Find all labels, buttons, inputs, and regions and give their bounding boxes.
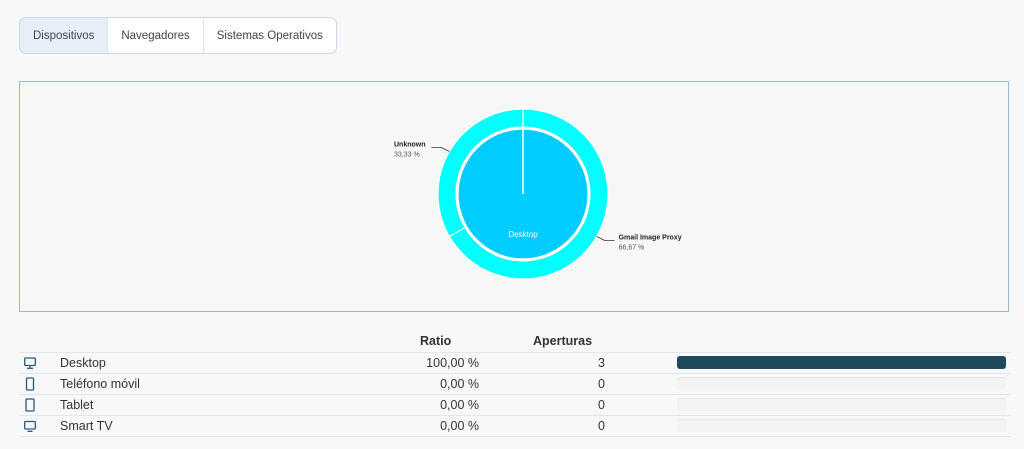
device-ratio: 100,00 % xyxy=(426,356,479,370)
device-name: Desktop xyxy=(60,356,106,370)
device-opens: 0 xyxy=(598,377,605,391)
sunburst-chart: Desktop Gmail Image Proxy 66,67 % Unknown 33… xyxy=(394,108,682,280)
device-ratio: 0,00 % xyxy=(440,398,479,412)
ratio-bar xyxy=(677,377,1006,390)
tablet-icon xyxy=(25,398,35,412)
slice-unknown xyxy=(437,108,524,238)
device-tabs: Dispositivos Navegadores Sistemas Operat… xyxy=(19,17,337,54)
device-name: Smart TV xyxy=(60,419,113,433)
chart-panel: Desktop Gmail Image Proxy 66,67 % Unknown 33… xyxy=(19,81,1009,312)
tab-sistemas-operativos[interactable]: Sistemas Operativos xyxy=(216,29,323,42)
table-row: Smart TV 0,00 % 0 xyxy=(19,415,1011,437)
device-table: Desktop 100,00 % 3 Teléfono móvil 0,00 %… xyxy=(19,352,1011,437)
ratio-header: Ratio xyxy=(420,334,452,348)
slice-value: 33,33 % xyxy=(394,151,420,158)
slice-label: Unknown xyxy=(394,141,426,148)
ratio-bar xyxy=(677,356,1006,369)
tab-dispositivos[interactable]: Dispositivos xyxy=(20,18,109,53)
device-opens: 0 xyxy=(598,419,605,433)
desktop-icon xyxy=(24,357,36,369)
table-row: Teléfono móvil 0,00 % 0 xyxy=(19,373,1011,394)
slice-label: Gmail Image Proxy xyxy=(619,235,682,242)
opens-header: Aperturas xyxy=(533,334,593,348)
slice-value: 66,67 % xyxy=(619,245,645,252)
device-opens: 0 xyxy=(598,398,605,412)
slice-gmail-image-proxy xyxy=(448,108,609,280)
slice-label-desktop: Desktop xyxy=(508,230,538,239)
device-ratio: 0,00 % xyxy=(440,377,479,391)
ratio-bar-fill xyxy=(677,356,1006,369)
table-header: Ratio Aperturas xyxy=(0,334,1024,352)
tab-navegadores[interactable]: Navegadores xyxy=(108,18,204,53)
device-name: Tablet xyxy=(60,398,94,412)
ratio-bar xyxy=(677,398,1006,411)
mobile-phone-icon xyxy=(25,377,35,391)
device-ratio: 0,00 % xyxy=(440,419,479,433)
ratio-bar xyxy=(677,419,1006,432)
tv-icon xyxy=(24,420,36,432)
table-row: Desktop 100,00 % 3 xyxy=(19,352,1011,373)
device-name: Teléfono móvil xyxy=(60,377,140,391)
leader-line xyxy=(596,236,615,241)
table-row: Tablet 0,00 % 0 xyxy=(19,394,1011,415)
device-opens: 3 xyxy=(598,356,605,370)
leader-line xyxy=(431,147,450,152)
